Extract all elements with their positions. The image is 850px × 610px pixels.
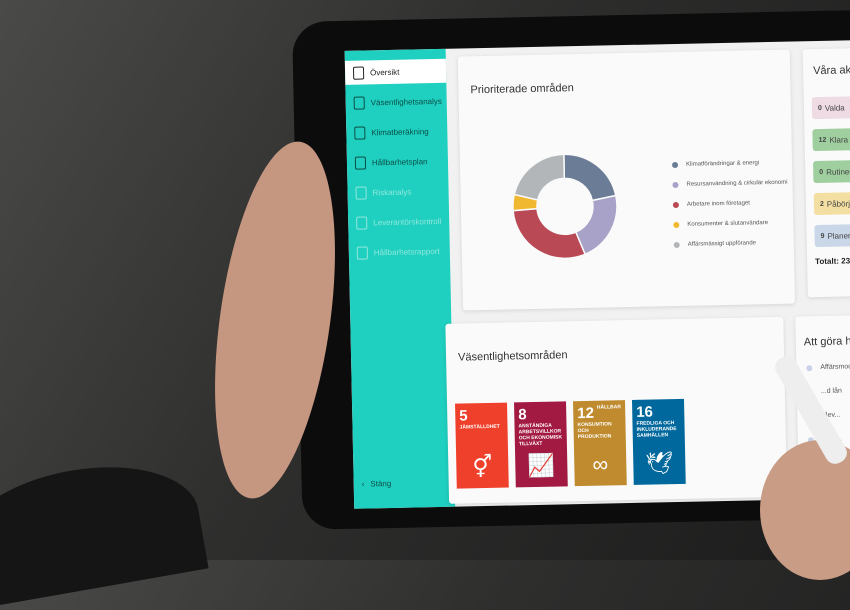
- donut-slice: [512, 207, 587, 260]
- donut-chart: [512, 153, 618, 260]
- card-title: Väsentlighetsområden: [457, 349, 568, 364]
- activity-status[interactable]: 0 Rutiner: [813, 159, 850, 184]
- sdg-goal-8[interactable]: 8 ANSTÄNDIGA ARBETSVILLKOR OCH EKONOMISK …: [514, 401, 568, 488]
- home-icon: [352, 66, 365, 80]
- legend-label: Konsumenter & slutanvändare: [687, 220, 769, 228]
- activity-count: 12: [818, 136, 827, 144]
- growth-chart-icon: 📈: [527, 452, 556, 479]
- sdg-number: 8: [518, 406, 527, 424]
- sidebar-item-3[interactable]: Hållbarhetsplan: [347, 149, 448, 175]
- activity-label: Rutiner: [826, 166, 850, 177]
- activity-status[interactable]: 0 Valda: [811, 95, 850, 120]
- sidebar-item-label: Klimatberäkning: [371, 126, 429, 137]
- legend-label: Klimatförändringar & energi: [686, 160, 760, 168]
- legend-label: Arbetare inom företaget: [686, 200, 751, 208]
- chart-phone-icon: [353, 95, 365, 110]
- close-label: Stäng: [370, 479, 392, 489]
- legend-item: Arbetare inom företaget: [672, 193, 788, 215]
- legend-swatch: [672, 161, 679, 169]
- chart-legend: Klimatförändringar & energi Resursanvändn…: [672, 153, 789, 255]
- todo-label: ...d lån: [820, 387, 842, 396]
- sdg-goal-5[interactable]: 5 JÄMSTÄLLDHET ⚥: [455, 402, 509, 489]
- materiality-card: Väsentlighetsområden 5 JÄMSTÄLLDHET ⚥ 8 ANST…: [445, 316, 788, 504]
- legend-label: Resursanvändning & cirkulär ekonomi: [686, 179, 788, 188]
- sidebar-item-label: Hållbarhetsrapport: [373, 246, 440, 257]
- screen: ‹ Stäng Översikt Väsentlighetsanalys Klimat…: [344, 39, 850, 509]
- donut-slice: [563, 153, 617, 202]
- legend-swatch: [672, 181, 679, 189]
- sidebar-item-label: Leverantörskontroll: [373, 216, 442, 227]
- activity-count: 0: [819, 168, 824, 176]
- donut-slice: [513, 153, 566, 201]
- card-title: Våra aktiviteter: [813, 63, 850, 78]
- sdg-goal-12[interactable]: 12 HÅLLBAR KONSUMTION OCH PRODUKTION ∞: [573, 400, 627, 487]
- sidebar-item-1[interactable]: Väsentlighetsanalys: [345, 89, 446, 115]
- dove-icon: 🕊: [645, 450, 674, 476]
- chevron-left-icon: ‹: [361, 479, 365, 489]
- sleeve: [0, 450, 209, 610]
- sidebar-item-4[interactable]: Riskanalys: [347, 179, 448, 205]
- sidebar-item-label: Översikt: [369, 67, 400, 77]
- activity-label: Planerade: [827, 230, 850, 241]
- activities-card: Våra aktiviteter 0 Valda 12 Klara 0 Rutiner 2 P…: [802, 46, 850, 298]
- infinity-icon: ∞: [592, 451, 609, 477]
- activity-label: Valda: [824, 102, 845, 113]
- document-icon: [356, 245, 368, 260]
- legend-item: Resursanvändning & cirkulär ekonomi: [672, 173, 788, 195]
- sidebar-item-0[interactable]: Översikt: [344, 58, 447, 85]
- sdg-number: 5: [459, 407, 468, 425]
- sidebar-item-label: Riskanalys: [372, 187, 412, 197]
- legend-swatch: [673, 221, 680, 229]
- activity-status[interactable]: 2 Påbörjade: [813, 191, 850, 216]
- box-icon: [356, 215, 368, 230]
- activity-status[interactable]: 9 Planerade: [814, 223, 850, 248]
- sidebar-item-6[interactable]: Hållbarhetsrapport: [349, 239, 450, 265]
- card-title: Prioriterade områden: [470, 82, 574, 97]
- pencil-icon: [354, 155, 367, 170]
- legend-item: Affärsmässigt uppförande: [673, 233, 789, 255]
- close-button[interactable]: ‹ Stäng: [362, 479, 392, 489]
- tablet: ‹ Stäng Översikt Väsentlighetsanalys Klimat…: [292, 9, 850, 530]
- legend-swatch: [672, 201, 679, 209]
- bullet-icon: [806, 364, 813, 371]
- priorities-card: Prioriterade områden Klimatförändringar …: [457, 49, 796, 311]
- todo-label: Affärsmodell: [820, 363, 850, 372]
- sidebar: ‹ Stäng Översikt Väsentlighetsanalys Klimat…: [344, 48, 456, 509]
- sdg-goal-16[interactable]: 16 FREDLIGA OCH INKLUDERANDE SAMHÄLLEN 🕊: [631, 398, 686, 485]
- activity-count: 9: [820, 232, 825, 240]
- activities-total: Totalt: 23 st: [815, 256, 850, 267]
- activity-count: 2: [819, 200, 824, 208]
- alert-icon: [355, 185, 367, 200]
- todo-item[interactable]: Affärsmodell: [806, 363, 850, 371]
- sidebar-item-5[interactable]: Leverantörskontroll: [348, 209, 449, 235]
- legend-swatch: [673, 241, 680, 249]
- gender-equality-icon: ⚥: [472, 453, 493, 480]
- activity-label: Klara: [829, 134, 849, 145]
- sdg-number: 12: [577, 404, 595, 423]
- sidebar-item-label: Hållbarhetsplan: [371, 156, 428, 167]
- legend-item: Klimatförändringar & energi: [672, 153, 787, 175]
- activity-label: Påbörjade: [826, 198, 850, 209]
- sidebar-item-label: Väsentlighetsanalys: [370, 96, 442, 107]
- activity-count: 0: [817, 104, 822, 112]
- sidebar-item-2[interactable]: Klimatberäkning: [346, 119, 447, 145]
- card-title: Att göra härnäst: [803, 334, 850, 349]
- legend-item: Konsumenter & slutanvändare: [673, 213, 788, 235]
- calculator-icon: [354, 125, 366, 140]
- legend-label: Affärsmässigt uppförande: [687, 240, 757, 248]
- sdg-number: 16: [636, 403, 654, 421]
- activity-status[interactable]: 12 Klara: [812, 127, 850, 152]
